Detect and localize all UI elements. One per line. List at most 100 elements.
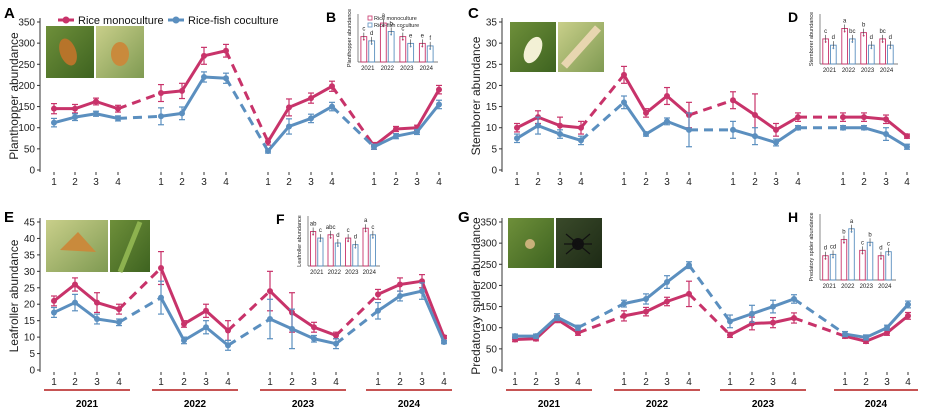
- data-point-G-1-14: [884, 324, 890, 331]
- y-tick-label-E-4: 20: [24, 300, 36, 311]
- inset-bar-D-0-2: [860, 32, 867, 65]
- inset-dot-D-0-1: [843, 30, 846, 33]
- data-point-G-0-4: [621, 312, 627, 319]
- data-point-C-0-8: [730, 97, 736, 104]
- series-gap-A-1-2: [330, 105, 376, 148]
- series-gap-E-1-2: [335, 309, 379, 345]
- data-point-C-1-15: [904, 143, 910, 150]
- inset-bar-F-0-0: [310, 231, 317, 267]
- series-gap-A-1-1: [224, 77, 270, 152]
- x-tick-label-C-4: 1: [621, 177, 627, 188]
- inset-dot-B-1-1: [390, 33, 393, 36]
- data-point-C-1-0: [514, 135, 520, 142]
- data-point-E-1-1: [72, 299, 78, 306]
- series-line-A-0-3: [373, 88, 441, 148]
- inset-letter-D-0-0: c: [824, 29, 827, 35]
- series-gap-G-1-2: [793, 297, 846, 336]
- x-tick-label-G-7: 4: [686, 377, 692, 388]
- data-point-G-1-13: [863, 334, 869, 341]
- legend: Rice monoculture Rice-fish coculture: [58, 15, 278, 27]
- series-gap-A-0-1: [224, 50, 270, 143]
- data-point-A-0-2: [93, 98, 99, 105]
- inset-cat-H-3: 2024: [878, 284, 892, 290]
- y-tick-label-C-5: 25: [486, 60, 498, 71]
- series-line-E-1-1: [159, 296, 229, 347]
- data-point-C-0-11: [795, 114, 801, 121]
- data-point-E-1-3: [116, 319, 122, 326]
- inset-dot-B-1-2: [409, 45, 412, 48]
- svg-text:A: A: [4, 5, 15, 22]
- inset-cat-B-0: 2021: [361, 66, 375, 72]
- y-tick-label-A-7: 350: [18, 18, 35, 29]
- y-tick-label-E-0: 0: [29, 366, 35, 377]
- inset-letter-D-0-1: a: [843, 18, 847, 24]
- series-gap-G-0-1: [687, 292, 732, 336]
- data-point-G-0-8: [727, 331, 733, 338]
- data-point-E-0-8: [267, 288, 273, 295]
- data-point-A-1-7: [223, 75, 229, 82]
- inset-B: B Planthopper abundance cd2021ab2022ce2023…: [326, 9, 438, 72]
- data-point-E-1-7: [225, 342, 231, 349]
- data-point-A-1-1: [72, 114, 78, 121]
- data-point-G-0-11: [791, 314, 797, 321]
- y-tick-label-E-3: 15: [24, 316, 36, 327]
- series-line-C-1-3: [843, 126, 908, 149]
- series-line-C-0-2: [732, 98, 799, 132]
- data-point-A-1-13: [393, 133, 399, 140]
- y-tick-label-E-8: 40: [24, 234, 36, 245]
- x-tick-label-G-2: 3: [554, 377, 560, 388]
- data-point-A-0-4: [158, 90, 164, 97]
- y-tick-label-G-5: 250: [480, 260, 497, 271]
- x-tick-label-G-12: 1: [842, 377, 848, 388]
- x-tick-label-C-0: 1: [514, 177, 520, 188]
- data-point-C-0-12: [840, 114, 846, 121]
- inset-letter-H-0-2: c: [861, 240, 864, 246]
- data-point-C-0-5: [643, 109, 649, 116]
- y-tick-label-E-6: 30: [24, 267, 36, 278]
- inset-letter-D-1-1: bc: [849, 29, 855, 35]
- series-gap-E-0-2: [334, 293, 380, 337]
- y-tick-label-C-0: 0: [491, 166, 497, 177]
- inset-letter-F-0-3: a: [364, 218, 368, 224]
- data-point-A-1-3: [115, 115, 121, 122]
- x-tick-label-G-11: 4: [791, 377, 797, 388]
- x-tick-label-C-8: 1: [730, 177, 736, 188]
- data-point-A-1-2: [93, 110, 99, 117]
- x-tick-label-E-2: 3: [94, 377, 100, 388]
- y-tick-label-G-1: 50: [486, 344, 498, 355]
- data-point-A-1-14: [414, 128, 420, 135]
- inset-dot-D-1-1: [851, 41, 854, 43]
- data-point-C-0-0: [514, 124, 520, 131]
- x-tick-label-C-11: 4: [795, 177, 801, 188]
- inset-D: D Stemborer abundance cd2021abc2022bd2023b…: [788, 9, 898, 74]
- x-tick-label-E-1: 2: [72, 377, 78, 388]
- series-gap-A-1-0: [117, 114, 162, 120]
- photo-spider-1: [508, 218, 554, 268]
- y-tick-label-C-3: 15: [486, 102, 498, 113]
- inset-bar-B-1-1: [387, 31, 395, 63]
- svg-text:G: G: [458, 209, 470, 226]
- y-tick-label-C-1: 5: [491, 144, 497, 155]
- series-gap-G-1-1: [687, 264, 732, 323]
- data-point-G-1-10: [770, 303, 776, 310]
- x-tick-label-A-10: 3: [308, 177, 314, 188]
- series-line-A-0-1: [160, 49, 227, 95]
- data-point-E-1-5: [181, 337, 187, 344]
- data-point-E-0-11: [333, 332, 339, 339]
- data-point-C-1-5: [643, 131, 649, 138]
- photo-stemborer-1: [510, 22, 556, 72]
- year-label-0-1: 2022: [184, 399, 207, 410]
- x-tick-label-E-14: 3: [419, 377, 425, 388]
- data-point-G-1-4: [621, 300, 627, 307]
- x-tick-label-C-2: 3: [557, 177, 563, 188]
- year-label-0-0: 2021: [76, 399, 99, 410]
- x-tick-label-E-15: 4: [441, 377, 447, 388]
- inset-letter-F-0-0: ab: [310, 222, 317, 228]
- inset-dot-B-0-0: [362, 38, 365, 41]
- inset-bar-F-0-1: [327, 234, 334, 267]
- data-point-G-0-15: [905, 312, 911, 319]
- y-tick-label-A-5: 250: [18, 60, 35, 71]
- data-point-G-1-1: [533, 333, 539, 340]
